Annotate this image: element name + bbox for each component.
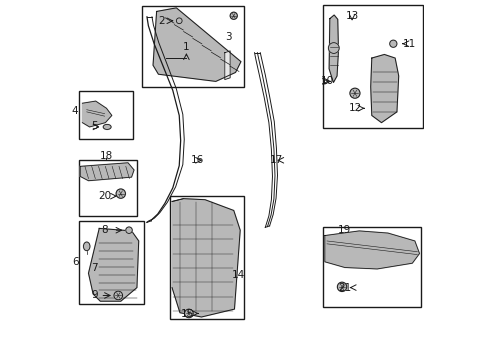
Ellipse shape <box>83 242 90 251</box>
Text: 20: 20 <box>98 191 111 201</box>
Text: 18: 18 <box>100 150 113 161</box>
Text: 16: 16 <box>190 155 203 165</box>
Bar <box>79 91 133 139</box>
Circle shape <box>184 309 193 318</box>
Bar <box>79 160 137 216</box>
Polygon shape <box>324 231 419 269</box>
Text: 17: 17 <box>269 155 282 165</box>
Text: 14: 14 <box>231 270 244 280</box>
Text: 12: 12 <box>348 103 362 113</box>
Circle shape <box>114 291 122 300</box>
Bar <box>322 227 420 307</box>
Text: 7: 7 <box>91 263 98 273</box>
Text: 5: 5 <box>91 121 98 131</box>
Polygon shape <box>80 163 134 181</box>
Text: 6: 6 <box>72 257 79 267</box>
Polygon shape <box>153 8 241 81</box>
Polygon shape <box>370 54 398 123</box>
Polygon shape <box>82 101 112 127</box>
Polygon shape <box>224 51 230 80</box>
Text: 13: 13 <box>345 11 358 21</box>
Bar <box>322 5 422 128</box>
Circle shape <box>389 40 396 47</box>
Polygon shape <box>328 15 338 82</box>
Circle shape <box>230 12 237 19</box>
Circle shape <box>116 189 125 198</box>
Ellipse shape <box>103 125 111 130</box>
Text: 10: 10 <box>320 76 333 86</box>
Bar <box>169 196 244 319</box>
Text: 21: 21 <box>338 283 351 293</box>
Text: 4: 4 <box>72 106 79 116</box>
Text: 8: 8 <box>101 225 108 235</box>
Text: 2: 2 <box>158 16 164 26</box>
Circle shape <box>176 18 182 24</box>
Text: 3: 3 <box>224 32 231 41</box>
Circle shape <box>337 282 346 292</box>
Polygon shape <box>172 199 240 317</box>
Circle shape <box>125 227 132 233</box>
Circle shape <box>349 88 359 98</box>
Text: 11: 11 <box>402 39 415 49</box>
Text: 1: 1 <box>183 42 189 51</box>
Circle shape <box>328 42 339 53</box>
Bar <box>142 6 244 87</box>
Bar <box>79 221 144 304</box>
Polygon shape <box>88 228 139 301</box>
Text: 15: 15 <box>180 310 193 319</box>
Text: 19: 19 <box>338 225 351 235</box>
Text: 9: 9 <box>91 291 98 301</box>
